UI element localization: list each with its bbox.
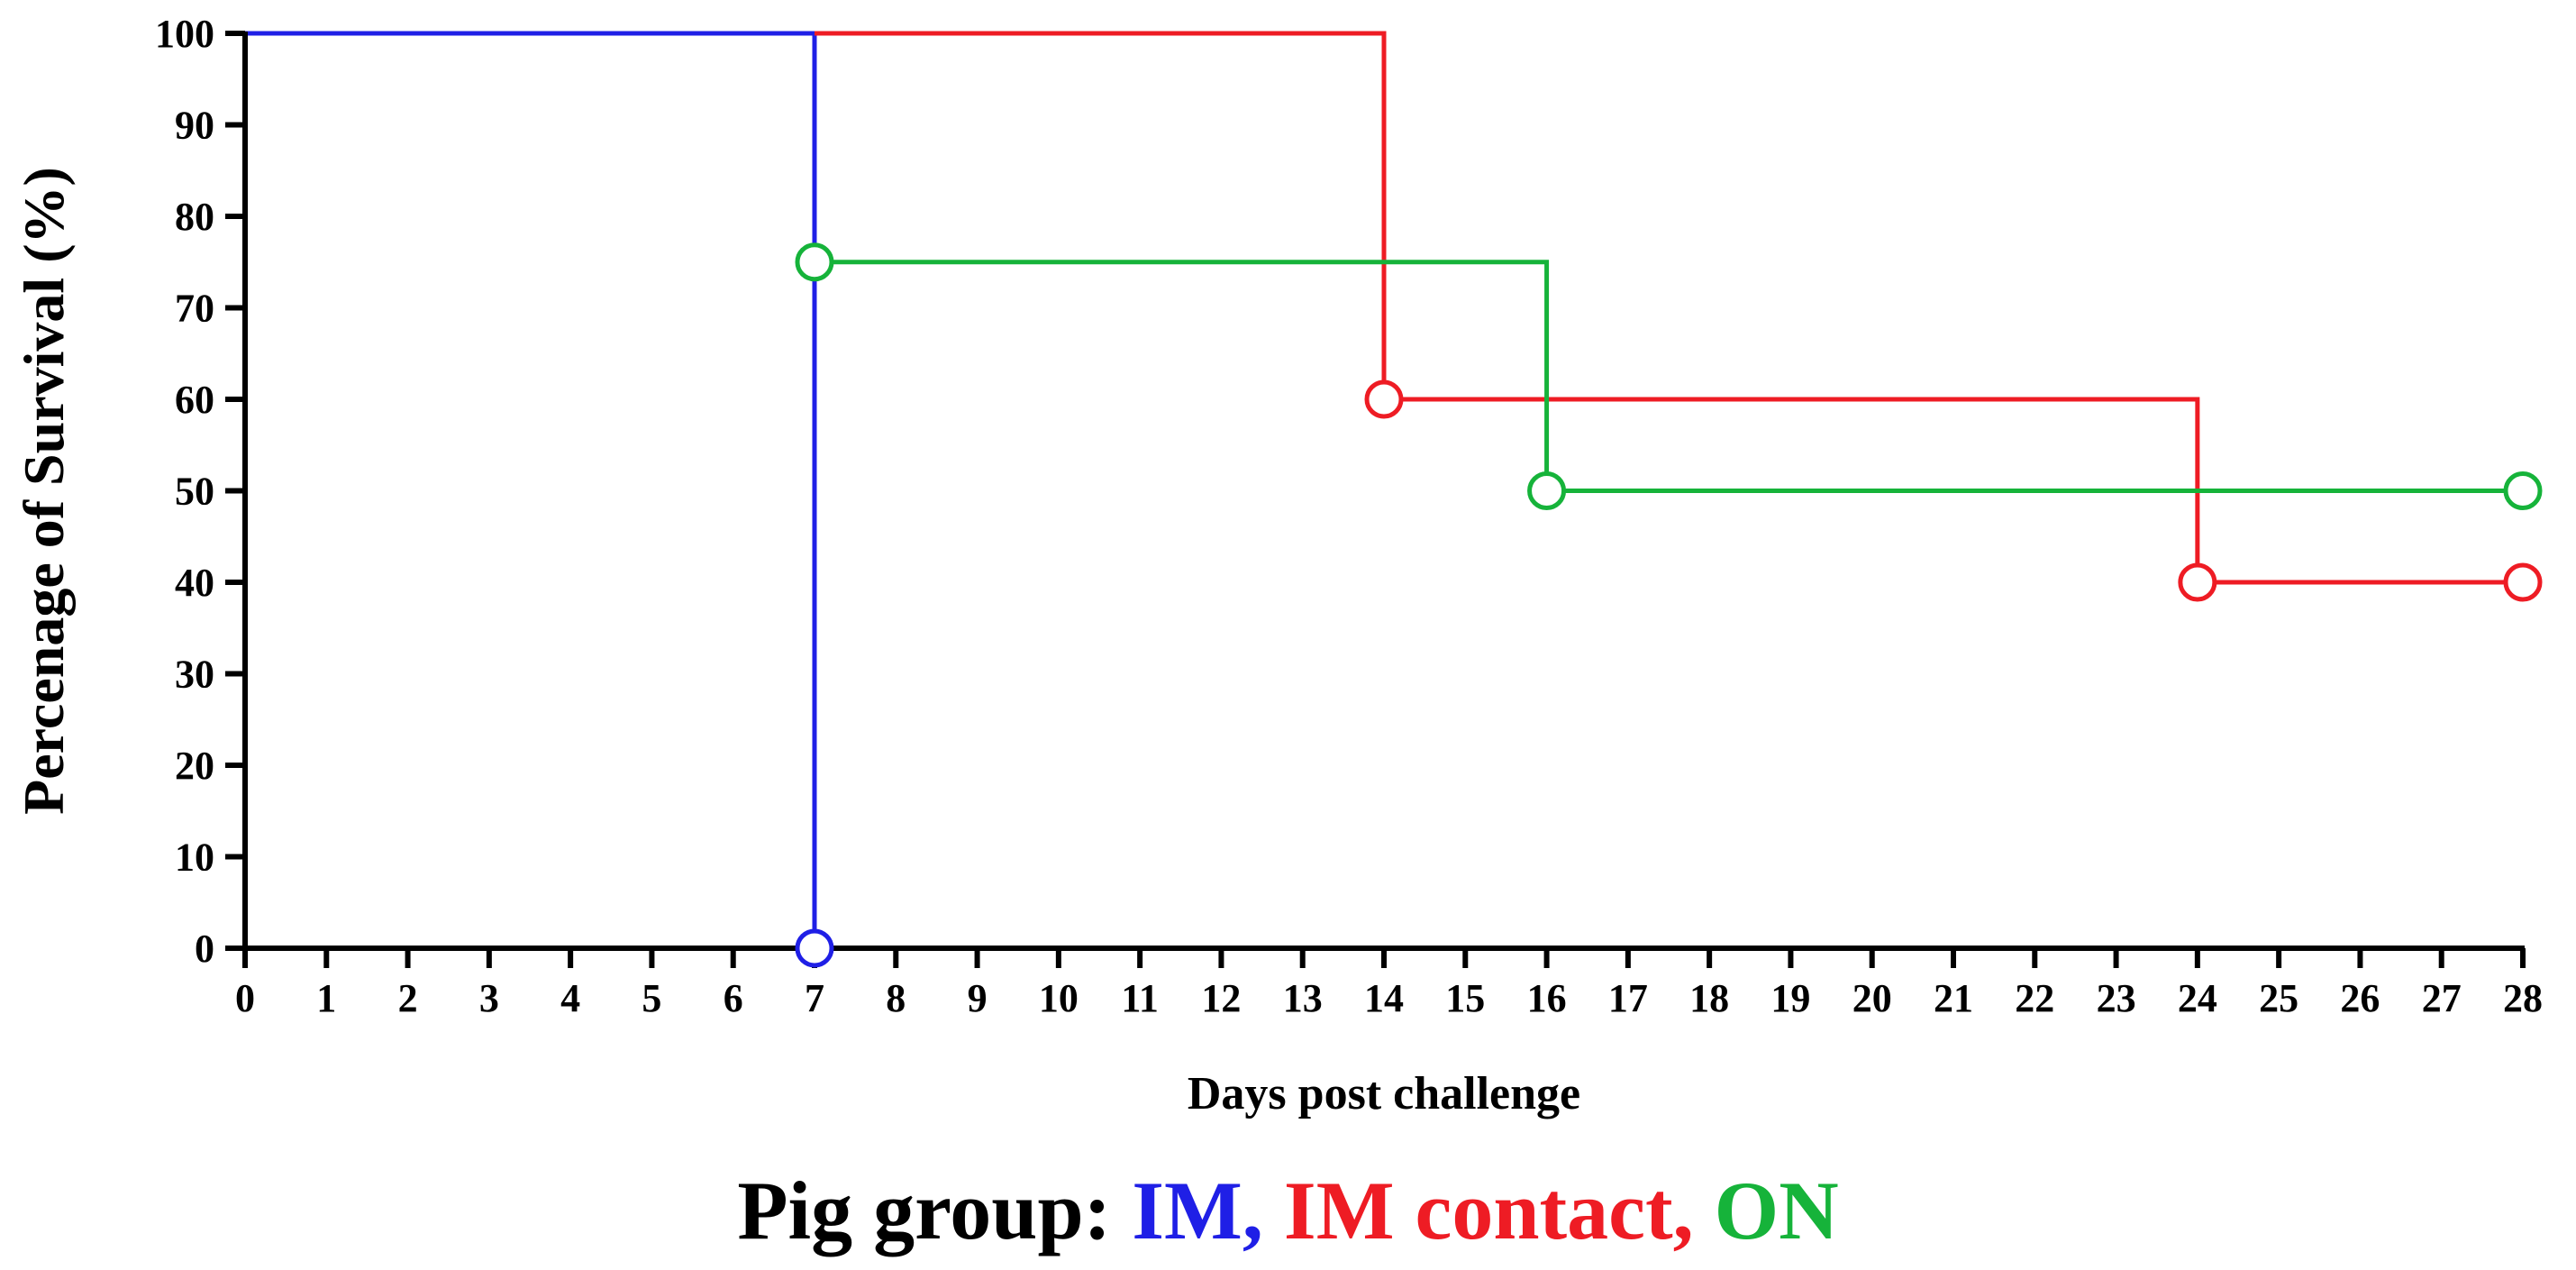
legend-prefix: Pig group: bbox=[737, 1165, 1133, 1256]
x-axis-title: Days post challenge bbox=[1188, 1068, 1580, 1119]
x-tick-label: 11 bbox=[1121, 976, 1159, 1020]
marker-layer bbox=[795, 242, 2543, 968]
series-1-marker bbox=[2503, 562, 2543, 602]
x-tick-label: 18 bbox=[1689, 976, 1729, 1020]
y-tick-label: 30 bbox=[175, 653, 214, 697]
x-tick-label: 14 bbox=[1364, 976, 1404, 1020]
x-tick-label: 5 bbox=[642, 976, 661, 1020]
x-tick-label: 28 bbox=[2503, 976, 2543, 1020]
y-tick-label: 90 bbox=[175, 104, 214, 148]
axes-layer: 0 1 2 3 4 5 6 7 8 9 10 11 12 13 14 15 16 17 18 19 20 21 22 23 24… bbox=[155, 12, 2543, 1020]
x-tick-label: 16 bbox=[1527, 976, 1567, 1020]
x-tick-label: 2 bbox=[398, 976, 418, 1020]
x-tick-label: 4 bbox=[560, 976, 580, 1020]
x-tick-label: 22 bbox=[2015, 976, 2054, 1020]
y-axis-title: Percenage of Survival (%) bbox=[12, 167, 76, 815]
x-tick-label: 12 bbox=[1201, 976, 1241, 1020]
series-1-marker bbox=[2178, 562, 2217, 602]
x-tick-label: 0 bbox=[235, 976, 255, 1020]
x-tick-label: 20 bbox=[1852, 976, 1892, 1020]
y-tick-label: 70 bbox=[175, 287, 214, 331]
x-tick-label: 24 bbox=[2178, 976, 2217, 1020]
y-tick-label: 0 bbox=[195, 927, 214, 971]
series-layer bbox=[245, 31, 2523, 948]
x-tick-label: 15 bbox=[1445, 976, 1485, 1020]
series-2-line bbox=[815, 260, 2523, 493]
x-tick-label: 6 bbox=[724, 976, 743, 1020]
series-0-line bbox=[245, 31, 817, 948]
x-tick-label: 10 bbox=[1039, 976, 1079, 1020]
x-tick-label: 26 bbox=[2340, 976, 2380, 1020]
series-2-marker bbox=[1527, 471, 1567, 510]
legend-entry: IM contact, bbox=[1283, 1165, 1694, 1256]
x-tick-label: 8 bbox=[886, 976, 906, 1020]
y-tick-label: 50 bbox=[175, 470, 214, 514]
legend: Pig group: IM, IM contact, ON bbox=[0, 1161, 2576, 1260]
x-tick-label: 3 bbox=[479, 976, 499, 1020]
x-tick-label: 21 bbox=[1934, 976, 1973, 1020]
y-tick-label: 100 bbox=[155, 12, 214, 56]
x-tick-label: 9 bbox=[968, 976, 988, 1020]
y-tick-label: 10 bbox=[175, 836, 214, 880]
x-tick-label: 17 bbox=[1608, 976, 1648, 1020]
x-tick-label: 27 bbox=[2422, 976, 2462, 1020]
x-tick-label: 23 bbox=[2097, 976, 2136, 1020]
y-tick-label: 60 bbox=[175, 378, 214, 422]
series-0-marker bbox=[795, 928, 834, 968]
y-tick-label: 20 bbox=[175, 744, 214, 788]
x-tick-label: 25 bbox=[2259, 976, 2298, 1020]
x-tick-label: 13 bbox=[1283, 976, 1323, 1020]
x-ticks: 0 1 2 3 4 5 6 7 8 9 10 11 12 13 14 15 16 17 18 19 20 21 22 23 24… bbox=[235, 948, 2543, 1020]
series-1-line bbox=[815, 31, 2523, 585]
y-ticks: 0 10 20 30 40 50 60 70 80 90 100 bbox=[155, 12, 245, 971]
y-tick-label: 80 bbox=[175, 195, 214, 239]
x-tick-label: 1 bbox=[316, 976, 336, 1020]
x-tick-label: 19 bbox=[1770, 976, 1810, 1020]
survival-chart: 0 1 2 3 4 5 6 7 8 9 10 11 12 13 14 15 16 17 18 19 20 21 22 23 24… bbox=[12, 12, 2543, 1119]
legend-entry: IM, bbox=[1132, 1165, 1263, 1256]
series-2-marker bbox=[795, 242, 834, 282]
legend-entry: ON bbox=[1714, 1165, 1839, 1256]
x-tick-label: 7 bbox=[805, 976, 824, 1020]
series-2-marker bbox=[2503, 471, 2543, 510]
series-1-marker bbox=[1364, 379, 1404, 419]
y-tick-label: 40 bbox=[175, 561, 214, 605]
legend-entries: IM, IM contact, ON bbox=[1132, 1165, 1838, 1256]
